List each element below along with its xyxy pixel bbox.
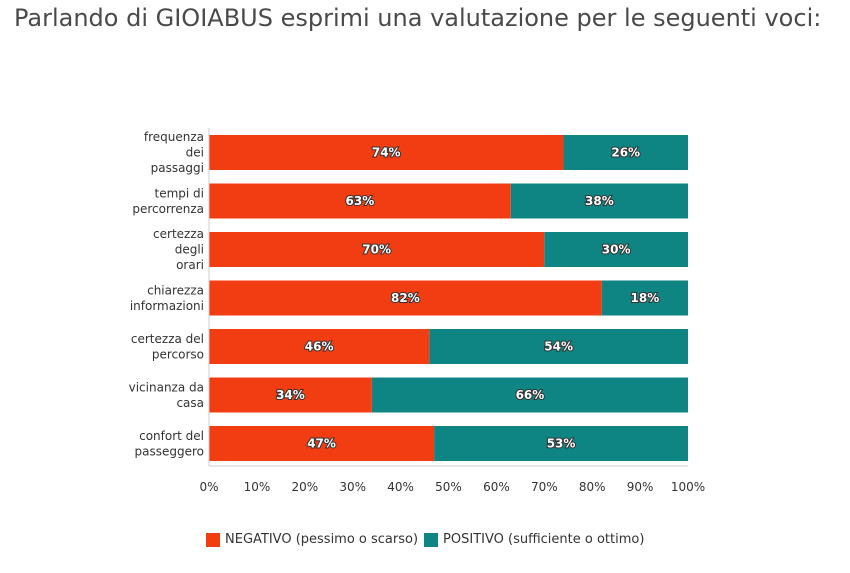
data-label-positivo-1: 38% xyxy=(585,194,614,208)
bar-negativo-0[interactable] xyxy=(209,135,564,170)
bar-negativo-3[interactable] xyxy=(209,280,602,316)
data-label-positivo-5: 66% xyxy=(516,388,545,402)
bar-positivo-6[interactable] xyxy=(434,426,688,461)
x-tick-label-9: 90% xyxy=(627,480,654,494)
category-label-line: vicinanza da xyxy=(129,380,204,394)
x-tick-label-2: 20% xyxy=(291,480,318,494)
category-label-line: dei xyxy=(186,146,204,160)
legend-swatch-positivo xyxy=(424,532,439,547)
category-label-line: percorrenza xyxy=(132,202,204,216)
bar-positivo-0[interactable] xyxy=(563,135,688,170)
x-tick-label-8: 80% xyxy=(579,480,606,494)
bar-positivo-4[interactable] xyxy=(429,329,688,364)
x-tick-label-6: 60% xyxy=(483,480,510,494)
bar-positivo-5[interactable] xyxy=(371,377,688,413)
x-tick-label-1: 10% xyxy=(244,480,271,494)
bar-negativo-1[interactable] xyxy=(209,183,511,219)
category-label-3: chiarezza informazioni xyxy=(130,283,204,313)
legend-label-negativo: NEGATIVO (pessimo o scarso) xyxy=(225,532,419,547)
category-label-2: certezza degli orari xyxy=(153,227,204,272)
bar-negativo-2[interactable] xyxy=(209,232,545,267)
category-label-line: orari xyxy=(176,258,204,272)
x-tick-label-0: 0% xyxy=(199,480,218,494)
bar-negativo-4[interactable] xyxy=(209,329,430,364)
category-label-line: passaggi xyxy=(151,161,204,175)
category-label-6: confort del passeggero xyxy=(135,429,205,459)
category-label-line: certezza del xyxy=(131,332,204,346)
category-label-line: percorso xyxy=(152,347,204,361)
category-label-1: tempi di percorrenza xyxy=(132,186,204,216)
category-label-line: certezza xyxy=(153,227,204,241)
legend: NEGATIVO (pessimo o scarso) POSITIVO (su… xyxy=(206,532,650,547)
category-label-line: casa xyxy=(176,396,204,410)
x-tick-label-4: 40% xyxy=(387,480,414,494)
category-label-line: tempi di xyxy=(155,186,205,200)
data-label-negativo-0: 74% xyxy=(372,146,401,160)
category-label-line: confort del xyxy=(139,429,204,443)
legend-swatch-negativo xyxy=(206,532,220,547)
data-label-negativo-5: 34% xyxy=(276,388,305,402)
legend-item-positivo[interactable]: POSITIVO (sufficiente o ottimo) xyxy=(424,532,644,547)
legend-label-positivo: POSITIVO (sufficiente o ottimo) xyxy=(443,532,645,547)
category-label-line: frequenza xyxy=(144,130,204,144)
category-label-4: certezza del percorso xyxy=(131,332,204,362)
bar-positivo-2[interactable] xyxy=(544,232,688,267)
data-label-positivo-3: 18% xyxy=(631,291,660,305)
category-label-line: passeggero xyxy=(135,444,205,458)
bar-positivo-3[interactable] xyxy=(601,280,688,316)
data-label-negativo-6: 47% xyxy=(307,437,336,451)
x-tick-label-10: 100% xyxy=(671,480,705,494)
category-label-5: vicinanza da casa xyxy=(129,380,204,410)
x-tick-label-5: 50% xyxy=(435,480,462,494)
bar-positivo-1[interactable] xyxy=(510,183,688,219)
legend-item-negativo[interactable]: NEGATIVO (pessimo o scarso) xyxy=(206,532,418,547)
x-tick-label-7: 70% xyxy=(531,480,558,494)
category-label-0: frequenza dei passaggi xyxy=(144,130,204,175)
data-label-positivo-2: 30% xyxy=(602,243,631,257)
category-label-line: degli xyxy=(175,243,204,257)
bar-negativo-5[interactable] xyxy=(209,377,372,413)
data-label-negativo-1: 63% xyxy=(346,194,375,208)
chart-title: Parlando di GIOIABUS esprimi una valutaz… xyxy=(14,4,822,32)
data-label-negativo-3: 82% xyxy=(391,291,420,305)
data-label-negativo-4: 46% xyxy=(305,340,334,354)
data-label-positivo-6: 53% xyxy=(547,437,576,451)
bar-negativo-6[interactable] xyxy=(209,426,435,461)
data-label-positivo-0: 26% xyxy=(611,146,640,160)
category-label-line: chiarezza xyxy=(147,283,204,297)
category-label-line: informazioni xyxy=(130,299,204,313)
data-label-positivo-4: 54% xyxy=(544,340,573,354)
x-tick-label-3: 30% xyxy=(339,480,366,494)
data-label-negativo-2: 70% xyxy=(362,243,391,257)
